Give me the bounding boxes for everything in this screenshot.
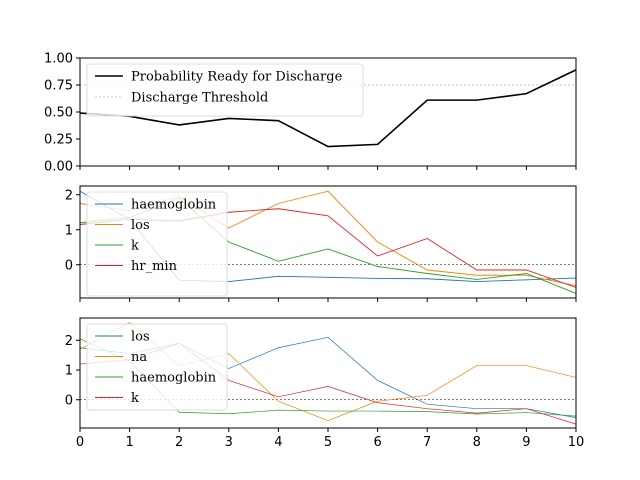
legend: los na haemoglobin k xyxy=(86,323,228,411)
x-tick-label: 1 xyxy=(125,435,133,450)
legend-box xyxy=(86,63,364,117)
legend: Probability Ready for Discharge Discharge… xyxy=(86,63,364,117)
y-tick-label: 0 xyxy=(65,393,73,408)
y-tick-label: 1 xyxy=(65,223,73,238)
legend: haemoglobin los k hr_min xyxy=(86,191,228,297)
y-tick-label: 0.25 xyxy=(44,133,73,148)
features-panel-top: 0 1 2 haemoglobin los k hr_min xyxy=(65,185,577,302)
legend-label: k xyxy=(131,239,139,254)
y-tick-label: 0 xyxy=(65,258,73,273)
legend-label: hr_min xyxy=(131,259,178,274)
legend-label: na xyxy=(131,350,147,365)
x-tick-label: 4 xyxy=(274,435,282,450)
features-panel-bottom: 0 1 2 0 1 2 3 4 5 6 7 8 9 10 los na haemoglobin k xyxy=(65,317,585,450)
y-tick-label: 0.00 xyxy=(44,160,73,175)
legend-label: Probability Ready for Discharge xyxy=(131,70,343,85)
probability-panel: 0.00 0.25 0.50 0.75 1.00 Probability Ready fo… xyxy=(44,52,577,175)
x-tick-label: 2 xyxy=(175,435,183,450)
y-tick-label: 1 xyxy=(65,364,73,379)
x-tick-label: 5 xyxy=(324,435,332,450)
legend-label: los xyxy=(131,218,150,233)
legend-box xyxy=(86,323,228,411)
x-tick-label: 0 xyxy=(76,435,84,450)
legend-label: haemoglobin xyxy=(131,371,217,386)
legend-box xyxy=(86,191,228,297)
x-tick-label: 6 xyxy=(373,435,381,450)
x-tick-label: 9 xyxy=(522,435,530,450)
legend-label: Discharge Threshold xyxy=(131,91,268,106)
x-tick-label: 10 xyxy=(568,435,585,450)
series-line-probability-ready-for-discharge xyxy=(79,69,577,148)
y-tick-label: 0.50 xyxy=(44,106,73,121)
y-tick-label: 0.75 xyxy=(44,79,73,94)
y-tick-label: 2 xyxy=(65,188,73,203)
legend-label: los xyxy=(131,330,150,345)
x-tick-label: 7 xyxy=(423,435,431,450)
legend-label: haemoglobin xyxy=(131,198,217,213)
x-tick-label: 8 xyxy=(473,435,481,450)
y-tick-label: 2 xyxy=(65,334,73,349)
x-tick-label: 3 xyxy=(225,435,233,450)
y-tick-label: 1.00 xyxy=(44,52,73,67)
legend-label: k xyxy=(131,391,139,406)
